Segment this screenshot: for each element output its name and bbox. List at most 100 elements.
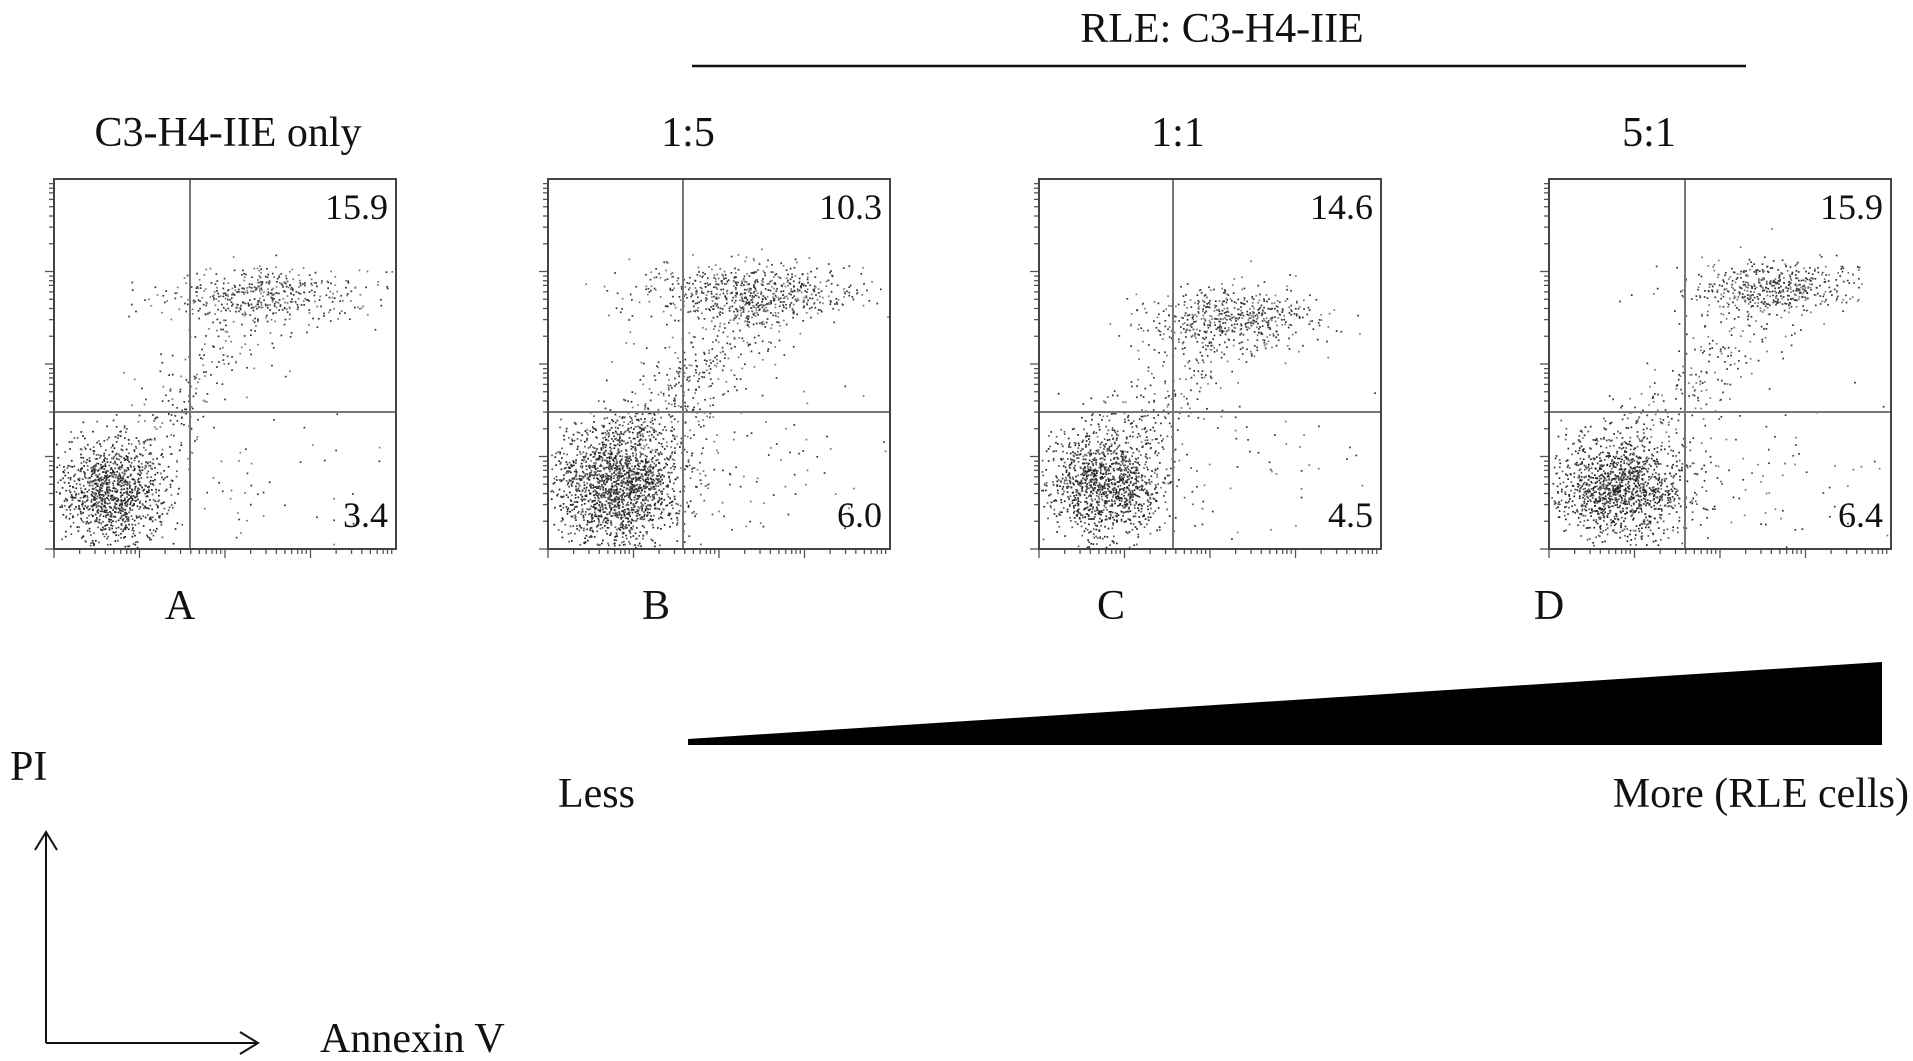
data-point — [637, 479, 639, 481]
data-point — [114, 462, 117, 465]
data-point — [606, 462, 608, 464]
data-point — [105, 514, 107, 517]
data-point — [668, 459, 670, 461]
data-point — [632, 508, 634, 511]
data-point — [599, 452, 602, 454]
data-point — [668, 514, 671, 517]
data-point — [134, 534, 136, 537]
data-point — [167, 509, 170, 512]
data-point — [598, 458, 601, 461]
data-point — [669, 480, 671, 483]
data-point — [648, 512, 651, 514]
data-point — [273, 419, 275, 421]
data-point — [597, 485, 600, 488]
data-point — [584, 475, 586, 478]
data-point — [268, 481, 271, 484]
data-point — [636, 515, 639, 517]
data-point — [756, 477, 759, 480]
data-point — [567, 533, 570, 535]
data-point — [118, 455, 121, 457]
data-point — [622, 533, 624, 535]
data-point — [578, 510, 580, 513]
data-point — [748, 321, 751, 323]
data-point — [560, 461, 562, 464]
data-point — [651, 483, 654, 485]
data-point — [614, 413, 617, 416]
data-point — [107, 513, 110, 516]
data-point — [365, 286, 367, 289]
data-point — [653, 287, 656, 290]
data-point — [171, 480, 174, 482]
data-point — [169, 388, 172, 391]
data-point — [596, 491, 598, 494]
data-point — [736, 293, 738, 295]
data-point — [628, 473, 631, 476]
data-point — [636, 489, 639, 491]
data-point — [691, 294, 694, 296]
data-point — [91, 484, 94, 487]
data-point — [225, 324, 227, 327]
panel-letter: B — [642, 583, 670, 629]
data-point — [618, 433, 621, 436]
data-point — [636, 497, 639, 500]
data-point — [558, 460, 560, 462]
data-point — [206, 491, 209, 494]
data-point — [658, 474, 661, 477]
data-point — [629, 492, 632, 495]
data-point — [764, 274, 766, 277]
data-point — [120, 537, 122, 539]
data-point — [644, 468, 646, 471]
data-point — [216, 382, 218, 385]
data-point — [127, 520, 130, 522]
data-point — [620, 431, 622, 433]
data-point — [606, 460, 609, 463]
data-point — [335, 449, 337, 452]
data-point — [123, 469, 126, 471]
data-point — [108, 505, 111, 508]
data-point — [670, 446, 672, 448]
data-point — [270, 296, 273, 299]
data-point — [741, 337, 744, 340]
data-point — [80, 456, 83, 459]
data-point — [74, 494, 77, 497]
data-point — [284, 318, 287, 321]
data-point — [113, 531, 116, 534]
data-point — [608, 422, 611, 425]
data-point — [856, 291, 858, 294]
data-point — [774, 274, 777, 276]
data-point — [635, 519, 637, 522]
data-point — [345, 286, 347, 289]
data-point — [647, 469, 650, 472]
data-point — [154, 473, 157, 476]
data-point — [149, 539, 151, 541]
data-point — [643, 526, 646, 529]
data-point — [270, 318, 273, 321]
data-point — [761, 304, 764, 306]
data-point — [84, 474, 86, 476]
data-point — [104, 498, 106, 500]
data-point — [639, 495, 642, 498]
data-point — [188, 425, 190, 428]
data-point — [90, 505, 93, 507]
data-point — [118, 468, 121, 470]
data-point — [656, 475, 658, 477]
data-point — [133, 479, 136, 481]
data-point — [277, 302, 280, 304]
data-point — [860, 273, 863, 275]
data-point — [122, 475, 125, 477]
data-point — [689, 310, 692, 313]
data-point — [705, 297, 707, 300]
data-point — [595, 507, 598, 510]
data-point — [816, 312, 819, 315]
data-point — [719, 360, 722, 363]
data-point — [648, 434, 651, 437]
data-point — [585, 460, 588, 463]
data-point — [146, 507, 149, 510]
data-point — [740, 312, 743, 314]
data-point — [817, 309, 820, 311]
data-point — [643, 499, 645, 502]
data-point — [768, 303, 771, 305]
data-point — [608, 429, 611, 431]
data-point — [735, 295, 737, 298]
data-point — [716, 315, 719, 318]
